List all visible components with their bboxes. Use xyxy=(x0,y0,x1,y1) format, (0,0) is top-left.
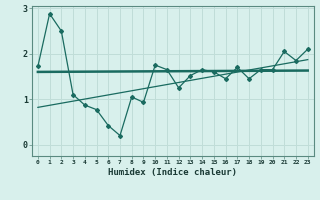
X-axis label: Humidex (Indice chaleur): Humidex (Indice chaleur) xyxy=(108,168,237,177)
